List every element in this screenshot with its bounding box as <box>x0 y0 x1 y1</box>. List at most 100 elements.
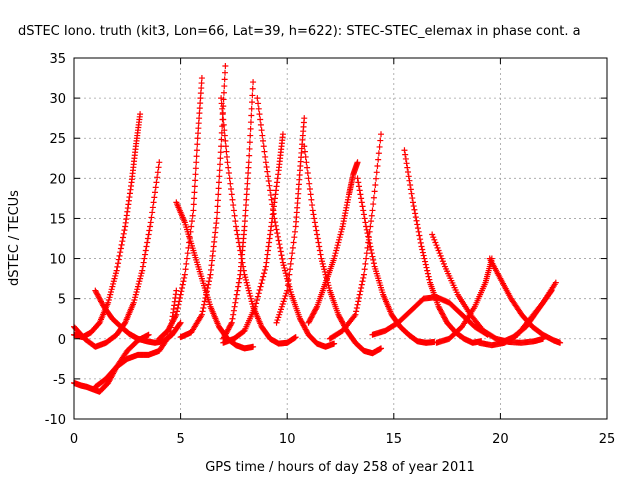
data-point <box>213 215 220 222</box>
data-point-fill <box>180 278 187 285</box>
data-point-fill <box>217 155 224 162</box>
data-point-fill <box>134 283 141 290</box>
y-tick-label: -5 <box>53 373 66 388</box>
data-point-fill <box>219 111 226 118</box>
data-point-fill <box>260 137 267 144</box>
data-point-fill <box>325 282 332 289</box>
data-point-fill <box>359 278 366 285</box>
data-point-fill <box>425 273 432 280</box>
data-point <box>113 267 120 274</box>
data-point-fill <box>292 228 299 235</box>
data-point-fill <box>166 333 173 340</box>
data-point-fill <box>183 260 190 267</box>
data-series <box>497 287 555 346</box>
data-point-fill <box>316 243 323 250</box>
data-point-fill <box>276 241 283 248</box>
data-point-fill <box>196 110 203 117</box>
data-point-fill <box>410 203 417 210</box>
data-point-fill <box>257 283 264 290</box>
data-point-fill <box>370 260 377 267</box>
data-point-fill <box>301 148 308 155</box>
data-point-fill <box>243 196 250 203</box>
data-point <box>233 223 240 230</box>
data-point-fill <box>197 90 204 97</box>
data-point-fill <box>415 228 422 235</box>
data-point-fill <box>192 177 199 184</box>
data-point-fill <box>321 266 328 273</box>
data-point <box>173 287 180 294</box>
data-point-fill <box>234 231 241 238</box>
data-point-fill <box>183 255 190 262</box>
data-point-fill <box>249 92 256 99</box>
data-point-fill <box>229 315 236 322</box>
data-point-fill <box>287 260 294 267</box>
data-point <box>279 131 286 138</box>
data-point-fill <box>132 294 139 301</box>
data-point-fill <box>140 259 147 266</box>
data-point-fill <box>411 206 418 213</box>
data-point-fill <box>260 273 267 280</box>
data-point-fill <box>245 284 252 291</box>
data-point-fill <box>110 278 117 285</box>
data-point-fill <box>353 308 360 315</box>
data-point <box>301 143 308 150</box>
data-point-fill <box>356 291 363 298</box>
data-series <box>156 75 205 342</box>
data-point-fill <box>263 163 270 170</box>
data-point-fill <box>230 207 237 214</box>
data-point-fill <box>309 202 316 209</box>
data-point-fill <box>181 274 188 281</box>
data-point-fill <box>206 278 213 285</box>
data-point-fill <box>420 252 427 259</box>
data-point-fill <box>406 177 413 184</box>
data-point-fill <box>107 291 114 298</box>
data-point-fill <box>421 255 428 262</box>
data-point-fill <box>196 105 203 112</box>
data-point-fill <box>422 258 429 265</box>
data-point-fill <box>375 156 382 163</box>
data-point-fill <box>118 241 125 248</box>
data-point-fill <box>255 290 262 297</box>
data-point-fill <box>255 105 262 112</box>
data-point-fill <box>314 231 321 238</box>
data-point-fill <box>337 231 344 238</box>
data-point-fill <box>338 226 345 233</box>
data-point <box>198 75 205 82</box>
data-point-fill <box>198 80 205 87</box>
data-point-fill <box>242 212 249 219</box>
data-point <box>557 339 564 346</box>
data-point-fill <box>277 306 284 313</box>
data-point-fill <box>286 271 293 278</box>
data-point-fill <box>235 235 242 242</box>
data-point-fill <box>134 286 141 293</box>
data-point-fill <box>306 186 313 193</box>
data-point-fill <box>235 279 242 286</box>
data-point <box>331 255 338 262</box>
data-point-fill <box>405 173 412 180</box>
plot-frame <box>73 57 608 420</box>
data-point <box>378 345 385 352</box>
data-point-fill <box>138 270 145 277</box>
data-point-fill <box>249 85 256 92</box>
data-point-fill <box>358 199 365 206</box>
data-series <box>273 115 308 326</box>
data-point-fill <box>283 290 290 297</box>
data-point-fill <box>221 83 228 90</box>
data-point-fill <box>152 184 159 191</box>
data-point-fill <box>152 189 159 196</box>
data-point-fill <box>404 164 411 171</box>
data-point-fill <box>361 266 368 273</box>
data-point-fill <box>228 186 235 193</box>
data-point-fill <box>338 228 345 235</box>
data-point-fill <box>430 234 437 241</box>
x-tick-label: 20 <box>492 432 509 447</box>
data-point-fill <box>139 263 146 270</box>
data-point-fill <box>191 195 198 202</box>
data-point-fill <box>216 167 223 174</box>
data-point-fill <box>200 305 207 312</box>
data-series <box>218 95 299 347</box>
data-point-fill <box>355 183 362 190</box>
data-point-fill <box>314 235 321 242</box>
data-point-fill <box>214 209 221 216</box>
data-point-fill <box>365 234 372 241</box>
